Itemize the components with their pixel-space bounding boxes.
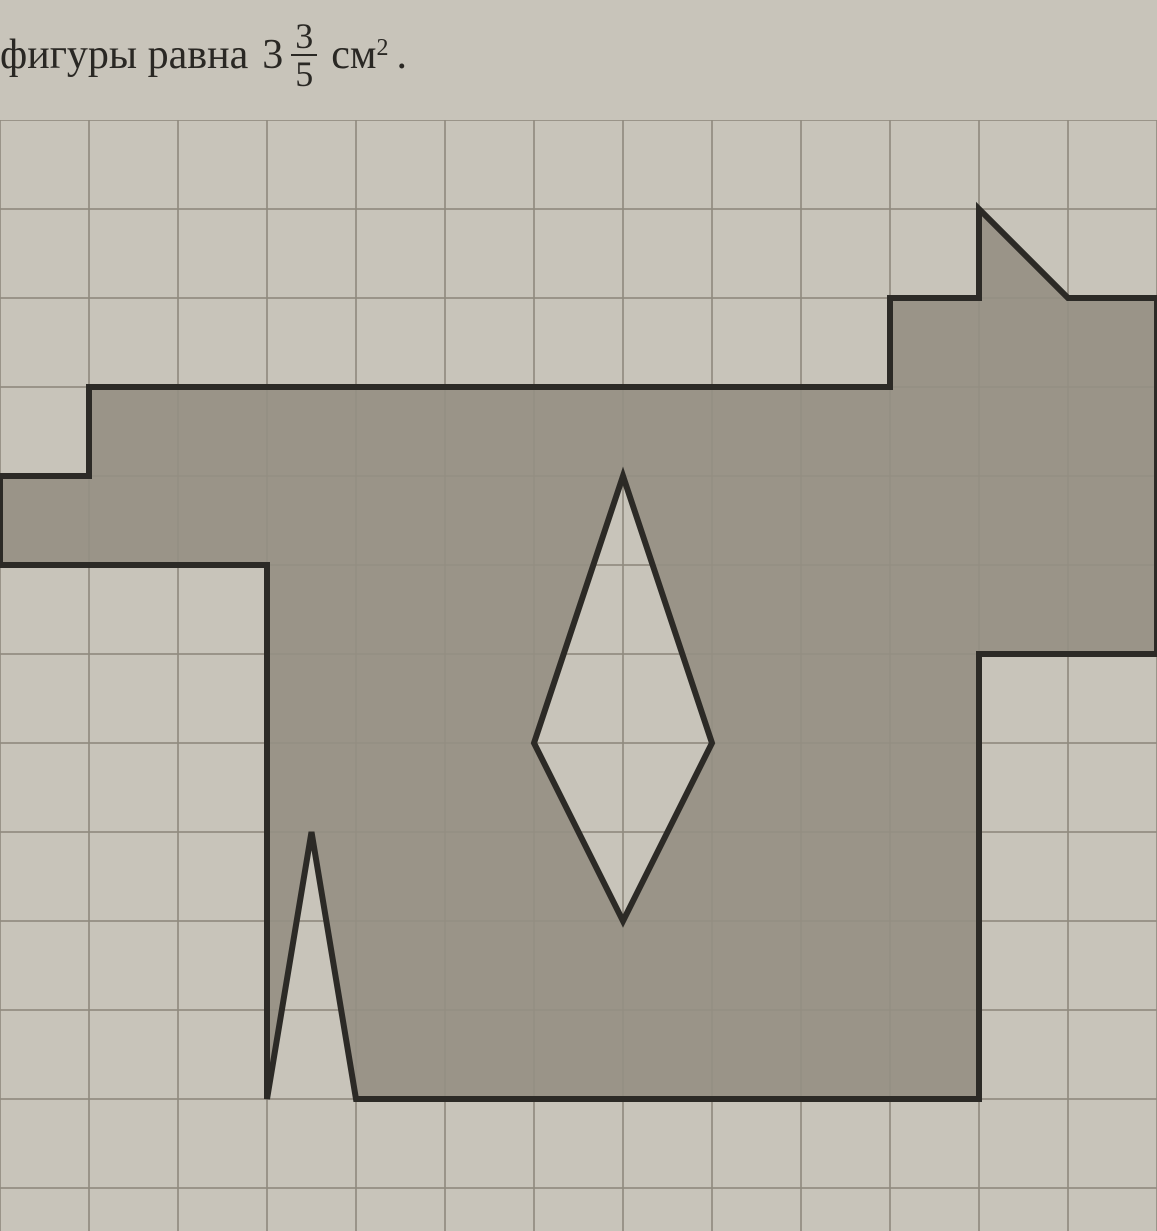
- unit: см 2: [331, 31, 388, 79]
- fraction-denominator: 5: [291, 56, 317, 92]
- fraction: 3 5: [291, 18, 317, 92]
- fraction-numerator: 3: [291, 18, 317, 56]
- period: .: [396, 31, 407, 79]
- text-prefix: фигуры равна: [0, 31, 248, 79]
- grid-figure: [0, 120, 1157, 1231]
- figure-container: [0, 120, 1157, 1231]
- unit-exponent: 2: [376, 35, 388, 62]
- problem-text: фигуры равна 3 3 5 см 2 .: [0, 18, 407, 92]
- unit-base: см: [331, 31, 376, 79]
- mixed-whole: 3: [262, 31, 283, 79]
